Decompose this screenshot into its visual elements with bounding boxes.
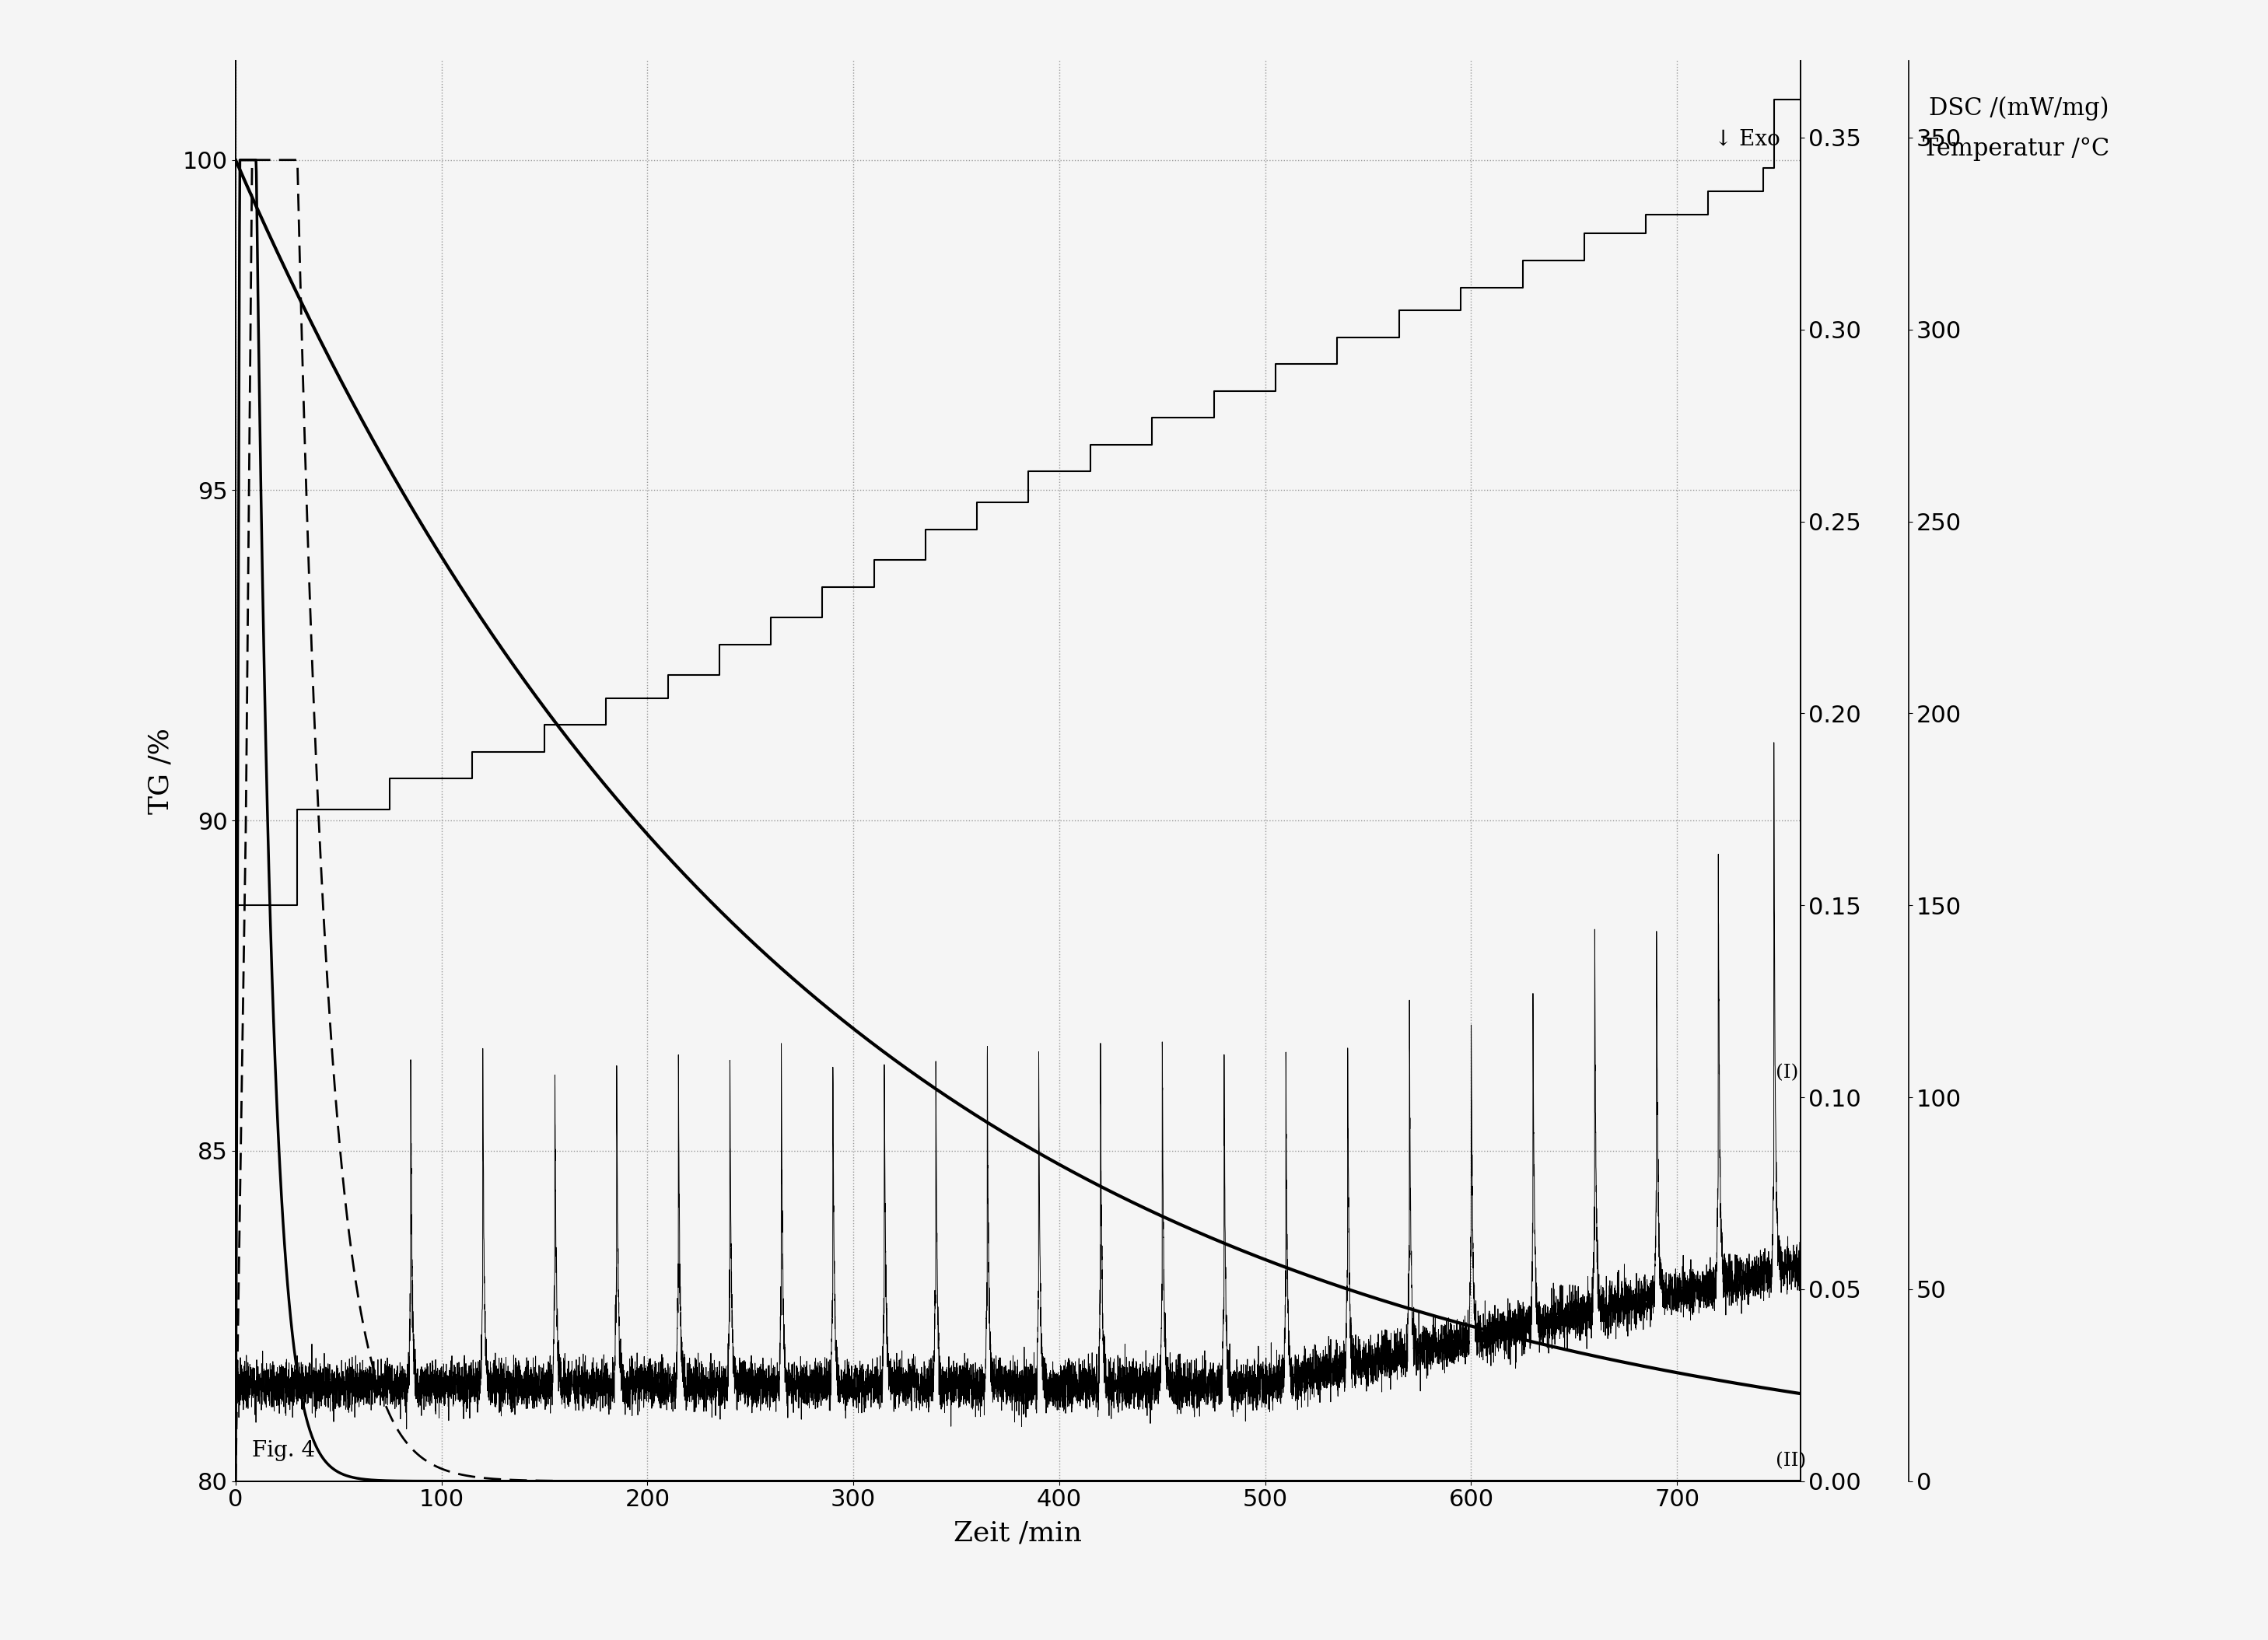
- Text: (II): (II): [1776, 1451, 1805, 1469]
- Text: (I): (I): [1776, 1064, 1799, 1082]
- Y-axis label: TG /%: TG /%: [147, 728, 175, 813]
- X-axis label: Zeit /min: Zeit /min: [955, 1520, 1082, 1547]
- Text: Fig. 4: Fig. 4: [252, 1440, 315, 1461]
- Text: DSC /(mW/mg): DSC /(mW/mg): [1930, 97, 2109, 120]
- Text: ↓ Exo: ↓ Exo: [1715, 130, 1780, 149]
- Text: Temperatur /°C: Temperatur /°C: [1923, 138, 2109, 161]
